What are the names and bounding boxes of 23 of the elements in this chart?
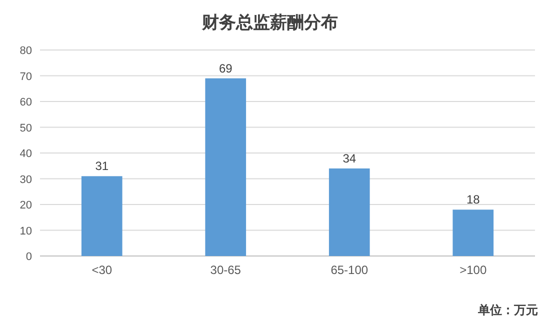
bar — [452, 210, 494, 256]
y-tick-label: 40 — [20, 148, 32, 160]
x-tick-label: 65-100 — [330, 263, 368, 277]
text: 单位：万元 — [477, 303, 538, 317]
bar — [328, 168, 370, 256]
data-label: 31 — [95, 159, 109, 174]
bar — [205, 78, 246, 256]
x-tick-label: <30 — [92, 263, 112, 277]
y-tick-label: 0 — [26, 251, 32, 263]
y-tick-label: 70 — [20, 70, 32, 83]
y-tick-label: 80 — [20, 45, 32, 57]
x-tick-label: 30-65 — [210, 263, 242, 277]
y-tick-label: 30 — [20, 174, 32, 186]
data-label: 18 — [466, 192, 480, 207]
y-tick-label: 50 — [20, 122, 32, 134]
chart-title: 财务总监薪酬分布 — [201, 13, 338, 32]
y-tick-label: 20 — [20, 200, 32, 212]
y-tick-label: 10 — [20, 225, 32, 238]
data-label: 69 — [218, 61, 233, 76]
x-tick-label: >100 — [460, 263, 487, 277]
data-label: 34 — [342, 151, 356, 166]
y-tick-label: 60 — [20, 96, 32, 108]
bar — [81, 176, 122, 256]
